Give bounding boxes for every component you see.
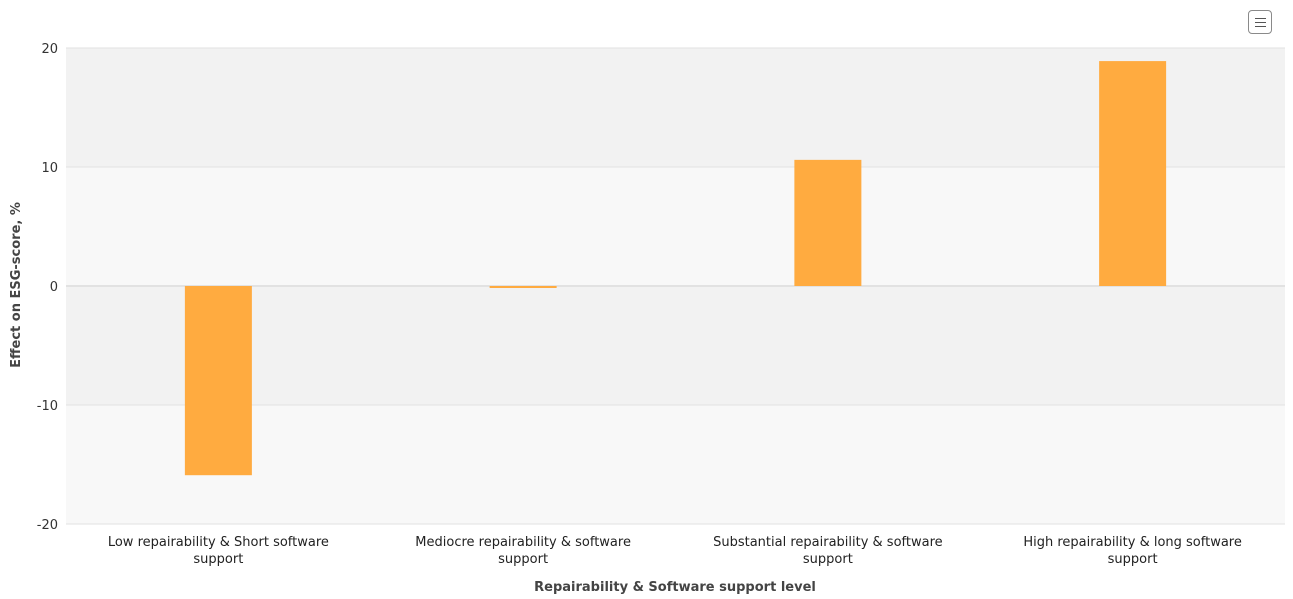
y-tick-label: 10 [41,161,58,176]
bar[interactable] [794,159,862,286]
x-tick-labels: Low repairability & Short software suppor… [108,535,1242,567]
x-axis-title: Repairability & Software support level [534,580,816,595]
y-tick-labels: -20 -10 0 10 20 [37,42,58,533]
bar[interactable] [489,286,557,288]
bar[interactable] [184,286,252,476]
y-tick-label: -10 [37,399,58,414]
hamburger-menu-icon-line [1255,22,1266,23]
x-tick-label: Substantial repairability & software supp… [713,535,943,567]
plot-band [66,48,1285,167]
y-tick-label: 20 [41,42,58,57]
plot-band [66,167,1285,286]
y-tick-label: -20 [37,518,58,533]
x-tick-label: Low repairability & Short software suppor… [108,535,329,567]
plot-background [66,48,1285,524]
hamburger-menu-icon-line [1255,26,1266,27]
hamburger-menu-icon [1255,18,1266,19]
y-tick-label: 0 [50,280,58,295]
x-tick-label: Mediocre repairability & software support [415,535,631,567]
gridlines [66,47,1285,525]
chart-menu-button[interactable] [1248,10,1272,34]
bar[interactable] [1099,61,1167,287]
plot-band [66,286,1285,405]
x-tick-label: High repairability & long software suppor… [1023,535,1242,567]
y-axis-title: Effect on ESG-score, % [9,202,24,368]
bars [184,61,1167,476]
plot-band [66,405,1285,524]
